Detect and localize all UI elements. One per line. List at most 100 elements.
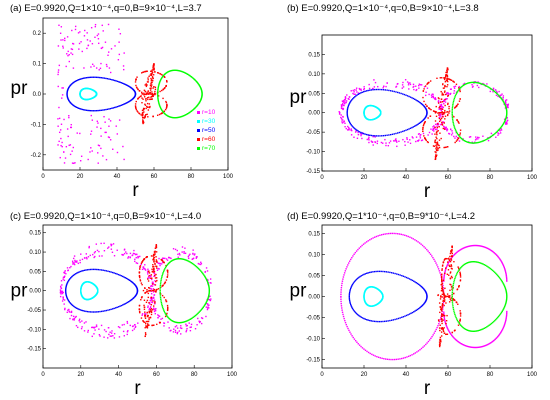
data-point xyxy=(131,325,134,328)
data-point xyxy=(397,358,399,360)
data-point xyxy=(183,71,185,74)
data-point xyxy=(344,102,346,105)
data-point xyxy=(402,86,405,88)
data-point xyxy=(94,25,97,28)
data-point xyxy=(152,254,155,257)
data-point xyxy=(152,291,155,293)
data-point xyxy=(165,299,167,301)
data-point xyxy=(432,95,435,97)
data-point xyxy=(119,105,121,107)
data-point xyxy=(502,327,504,330)
data-point xyxy=(439,318,441,321)
data-point xyxy=(150,81,153,83)
data-point xyxy=(155,265,157,267)
data-point xyxy=(398,140,400,143)
x-tick-label: 0 xyxy=(320,372,324,378)
data-point xyxy=(483,327,486,329)
data-point xyxy=(146,290,148,293)
data-point xyxy=(74,106,77,108)
data-point xyxy=(204,276,206,278)
data-point xyxy=(451,118,454,120)
data-point xyxy=(491,341,493,343)
data-point xyxy=(91,311,93,313)
data-point xyxy=(401,274,403,277)
data-point xyxy=(424,137,426,140)
series-r-50 xyxy=(348,270,428,323)
data-point xyxy=(503,324,506,326)
data-point xyxy=(485,344,487,347)
data-point xyxy=(160,279,162,282)
data-point xyxy=(201,317,204,320)
data-point xyxy=(150,87,152,90)
data-point xyxy=(103,242,105,245)
data-point xyxy=(346,112,348,114)
data-point xyxy=(442,308,444,310)
data-point xyxy=(354,93,356,95)
data-point xyxy=(481,328,483,331)
data-point xyxy=(144,322,147,325)
data-point xyxy=(150,278,153,281)
data-point xyxy=(62,45,64,47)
y-tick-label: 0.15 xyxy=(308,52,320,58)
data-point xyxy=(501,99,503,101)
data-point xyxy=(153,308,155,310)
data-point xyxy=(439,311,441,314)
data-point xyxy=(152,79,154,82)
data-point xyxy=(206,300,208,302)
data-point xyxy=(487,137,489,140)
data-point xyxy=(113,307,115,310)
data-point xyxy=(134,260,136,263)
data-point xyxy=(101,255,103,257)
data-point xyxy=(92,268,95,271)
data-point xyxy=(436,126,439,129)
data-point xyxy=(125,302,128,304)
data-point xyxy=(444,320,446,322)
data-point xyxy=(135,84,137,87)
data-point xyxy=(343,104,345,107)
data-point xyxy=(119,305,121,307)
data-point xyxy=(502,309,504,311)
data-point xyxy=(62,39,64,41)
data-point xyxy=(443,318,446,321)
data-point xyxy=(70,102,72,105)
data-point xyxy=(435,146,438,148)
data-point xyxy=(199,269,201,271)
data-point xyxy=(79,31,81,33)
data-point xyxy=(364,90,366,93)
data-point xyxy=(476,261,478,263)
data-point xyxy=(173,117,175,119)
data-point xyxy=(67,88,69,91)
data-point xyxy=(490,88,493,90)
data-point xyxy=(369,352,371,355)
data-point xyxy=(161,112,163,114)
data-point xyxy=(483,84,486,86)
data-point xyxy=(506,113,508,115)
data-point xyxy=(152,74,155,76)
data-point xyxy=(182,258,185,261)
data-point xyxy=(370,271,372,273)
data-point xyxy=(191,258,193,260)
data-point xyxy=(158,82,161,84)
data-point xyxy=(472,261,475,263)
data-point xyxy=(477,141,479,144)
data-point xyxy=(402,81,404,84)
data-point xyxy=(98,42,100,45)
data-point xyxy=(59,291,62,293)
data-point xyxy=(149,274,151,277)
data-point xyxy=(437,149,439,151)
data-point xyxy=(187,112,190,114)
data-point xyxy=(160,298,162,300)
data-point xyxy=(464,328,467,330)
data-point xyxy=(353,96,355,99)
data-point xyxy=(505,290,507,292)
data-point xyxy=(111,79,113,81)
data-point xyxy=(483,246,486,248)
data-point xyxy=(500,260,502,262)
data-point xyxy=(147,116,149,118)
data-point xyxy=(162,272,164,274)
data-point xyxy=(81,270,83,272)
data-point xyxy=(146,102,149,105)
data-point xyxy=(355,130,357,132)
data-point xyxy=(480,329,482,331)
data-point xyxy=(375,235,378,238)
